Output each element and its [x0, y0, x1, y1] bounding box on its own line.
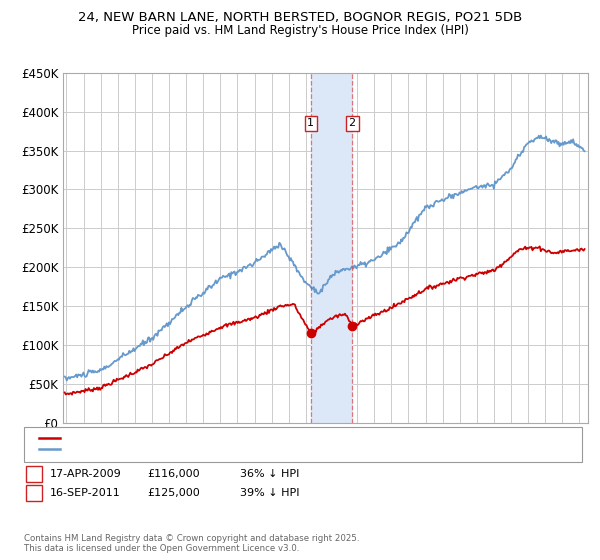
Text: 17-APR-2009: 17-APR-2009 [50, 469, 122, 479]
Text: £116,000: £116,000 [147, 469, 200, 479]
Text: 39% ↓ HPI: 39% ↓ HPI [240, 488, 299, 498]
Bar [311, 73, 352, 423]
Text: 1: 1 [307, 118, 314, 128]
Text: £125,000: £125,000 [147, 488, 200, 498]
Text: 16-SEP-2011: 16-SEP-2011 [50, 488, 121, 498]
Text: 2: 2 [349, 118, 356, 128]
Text: 36% ↓ HPI: 36% ↓ HPI [240, 469, 299, 479]
Text: 1: 1 [31, 468, 38, 481]
Text: 2: 2 [31, 486, 38, 500]
Text: HPI: Average price, semi-detached house, Arun: HPI: Average price, semi-detached house,… [65, 444, 296, 454]
Text: 24, NEW BARN LANE, NORTH BERSTED, BOGNOR REGIS, PO21 5DB: 24, NEW BARN LANE, NORTH BERSTED, BOGNOR… [78, 11, 522, 24]
Text: Price paid vs. HM Land Registry's House Price Index (HPI): Price paid vs. HM Land Registry's House … [131, 24, 469, 36]
Text: 24, NEW BARN LANE, NORTH BERSTED, BOGNOR REGIS, PO21 5DB (semi-detached house): 24, NEW BARN LANE, NORTH BERSTED, BOGNOR… [65, 433, 510, 443]
Text: Contains HM Land Registry data © Crown copyright and database right 2025.
This d: Contains HM Land Registry data © Crown c… [24, 534, 359, 553]
